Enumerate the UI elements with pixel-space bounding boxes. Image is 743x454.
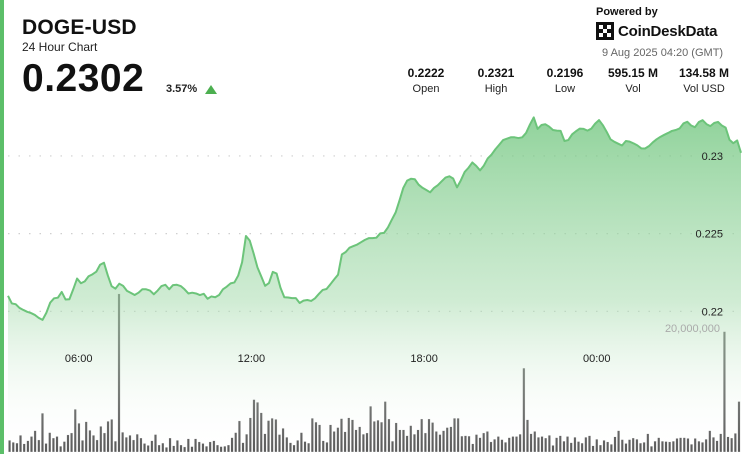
- volume-axis-label: 20,000,000: [665, 323, 720, 335]
- price-area: [7, 116, 742, 452]
- price-change: 3.57%: [166, 83, 198, 95]
- chart-subtitle: 24 Hour Chart: [22, 40, 98, 54]
- price-line: [7, 116, 742, 321]
- price-area-fill: [8, 117, 741, 452]
- accent-border: [0, 0, 4, 454]
- current-price: 0.2302: [22, 57, 145, 100]
- stat-vol-usd-label: Vol USD: [683, 83, 725, 95]
- brand-name: CoinDeskData: [618, 22, 718, 40]
- x-tick-label: 18:00: [410, 353, 438, 365]
- stat-open: 0.2222 Open: [391, 66, 461, 95]
- x-axis: 06:00 12:00 18:00 00:00: [65, 353, 611, 365]
- y-tick-label: 0.23: [702, 151, 723, 163]
- stat-vol-usd-value: 134.58 M: [678, 66, 730, 80]
- y-tick-label: 0.225: [695, 229, 723, 241]
- stat-vol-usd: 134.58 M Vol USD: [669, 66, 739, 95]
- y-tick-label: 0.22: [702, 306, 723, 318]
- pair-title: DOGE-USD: [22, 16, 137, 39]
- stat-low-label: Low: [554, 83, 576, 95]
- powered-by-label: Powered by: [596, 6, 658, 18]
- up-arrow-icon: [205, 85, 217, 94]
- stat-vol-label: Vol: [625, 83, 641, 95]
- coindesk-logo-icon: [596, 22, 614, 40]
- stat-high: 0.2321 High: [461, 66, 531, 95]
- x-tick-label: 12:00: [238, 353, 266, 365]
- stat-high-value: 0.2321: [477, 66, 515, 80]
- stat-vol: 595.15 M Vol: [598, 66, 668, 95]
- stat-open-label: Open: [412, 83, 440, 95]
- timestamp: 9 Aug 2025 04:20 (GMT): [602, 47, 724, 59]
- stat-low: 0.2196 Low: [530, 66, 600, 95]
- stat-open-value: 0.2222: [407, 66, 445, 80]
- stat-low-value: 0.2196: [546, 66, 584, 80]
- y-axis: 0.22 0.225 0.23: [695, 151, 723, 318]
- x-tick-label: 00:00: [583, 353, 611, 365]
- brand-logo[interactable]: CoinDeskData: [596, 22, 717, 40]
- stat-high-label: High: [484, 83, 508, 95]
- stat-vol-value: 595.15 M: [607, 66, 659, 80]
- x-tick-label: 06:00: [65, 353, 93, 365]
